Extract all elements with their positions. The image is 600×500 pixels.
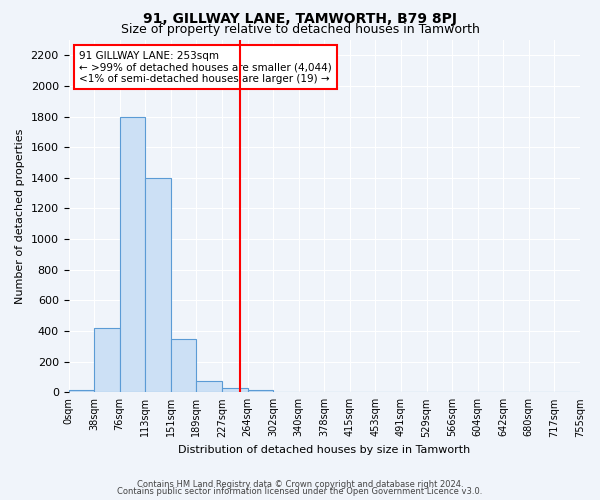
Bar <box>145 178 171 392</box>
Text: 91 GILLWAY LANE: 253sqm
← >99% of detached houses are smaller (4,044)
<1% of sem: 91 GILLWAY LANE: 253sqm ← >99% of detach… <box>79 50 332 84</box>
Bar <box>94 328 119 392</box>
Bar <box>171 338 196 392</box>
Text: 91, GILLWAY LANE, TAMWORTH, B79 8PJ: 91, GILLWAY LANE, TAMWORTH, B79 8PJ <box>143 12 457 26</box>
Bar <box>248 390 273 392</box>
X-axis label: Distribution of detached houses by size in Tamworth: Distribution of detached houses by size … <box>178 445 470 455</box>
Y-axis label: Number of detached properties: Number of detached properties <box>15 128 25 304</box>
Text: Contains public sector information licensed under the Open Government Licence v3: Contains public sector information licen… <box>118 487 482 496</box>
Text: Size of property relative to detached houses in Tamworth: Size of property relative to detached ho… <box>121 22 479 36</box>
Bar <box>222 388 248 392</box>
Text: Contains HM Land Registry data © Crown copyright and database right 2024.: Contains HM Land Registry data © Crown c… <box>137 480 463 489</box>
Bar <box>119 116 145 392</box>
Bar <box>68 390 94 392</box>
Bar <box>196 381 222 392</box>
